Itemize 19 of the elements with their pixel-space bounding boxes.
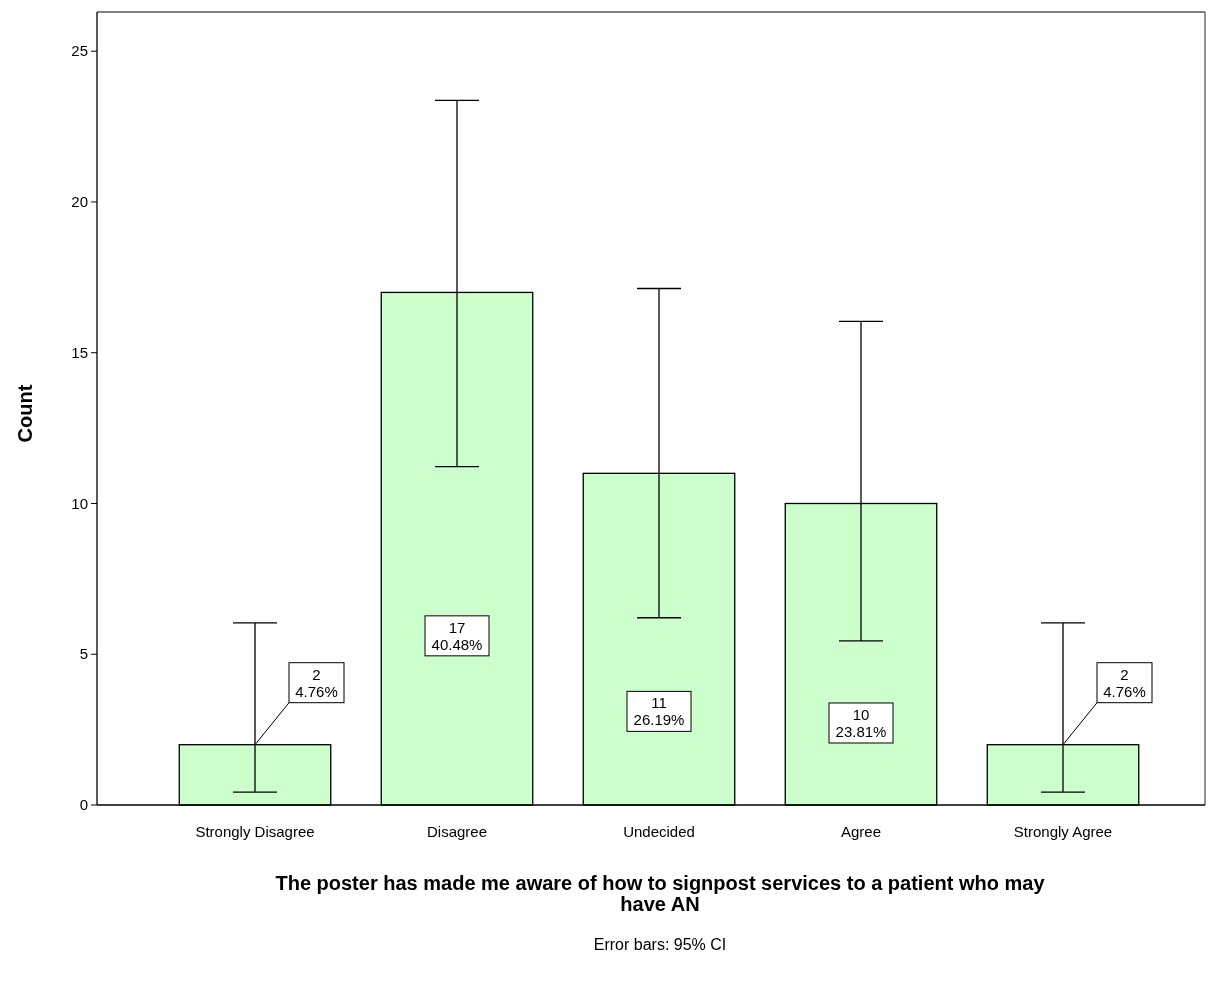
y-tick-label: 0 [79, 796, 88, 814]
y-tick-label: 15 [71, 343, 88, 361]
text: Error bars: 95% CI [593, 936, 727, 953]
data-label: 11 26.19% [633, 694, 685, 729]
x-tick-label: Strongly Agree [1013, 823, 1113, 840]
y-tick-label: 10 [71, 494, 88, 512]
y-tick-label: 5 [79, 645, 88, 663]
data-label: 17 40.48% [431, 618, 483, 653]
data-label: 2 4.76% [1103, 665, 1146, 700]
x-axis-title: The poster has made me aware of how to signpost services to a patient who may have AN [275, 872, 1046, 915]
x-tick-label: Agree [840, 823, 882, 840]
data-label: 10 23.81% [835, 705, 887, 740]
data-label: 2 4.76% [295, 665, 338, 700]
y-axis-title: Count [14, 384, 36, 443]
x-tick-label: Strongly Disagree [195, 823, 315, 840]
y-tick-label: 25 [71, 42, 88, 60]
x-tick-label: Undecided [623, 823, 695, 840]
x-tick-label: Disagree [426, 823, 488, 840]
y-tick-label: 20 [71, 193, 88, 211]
